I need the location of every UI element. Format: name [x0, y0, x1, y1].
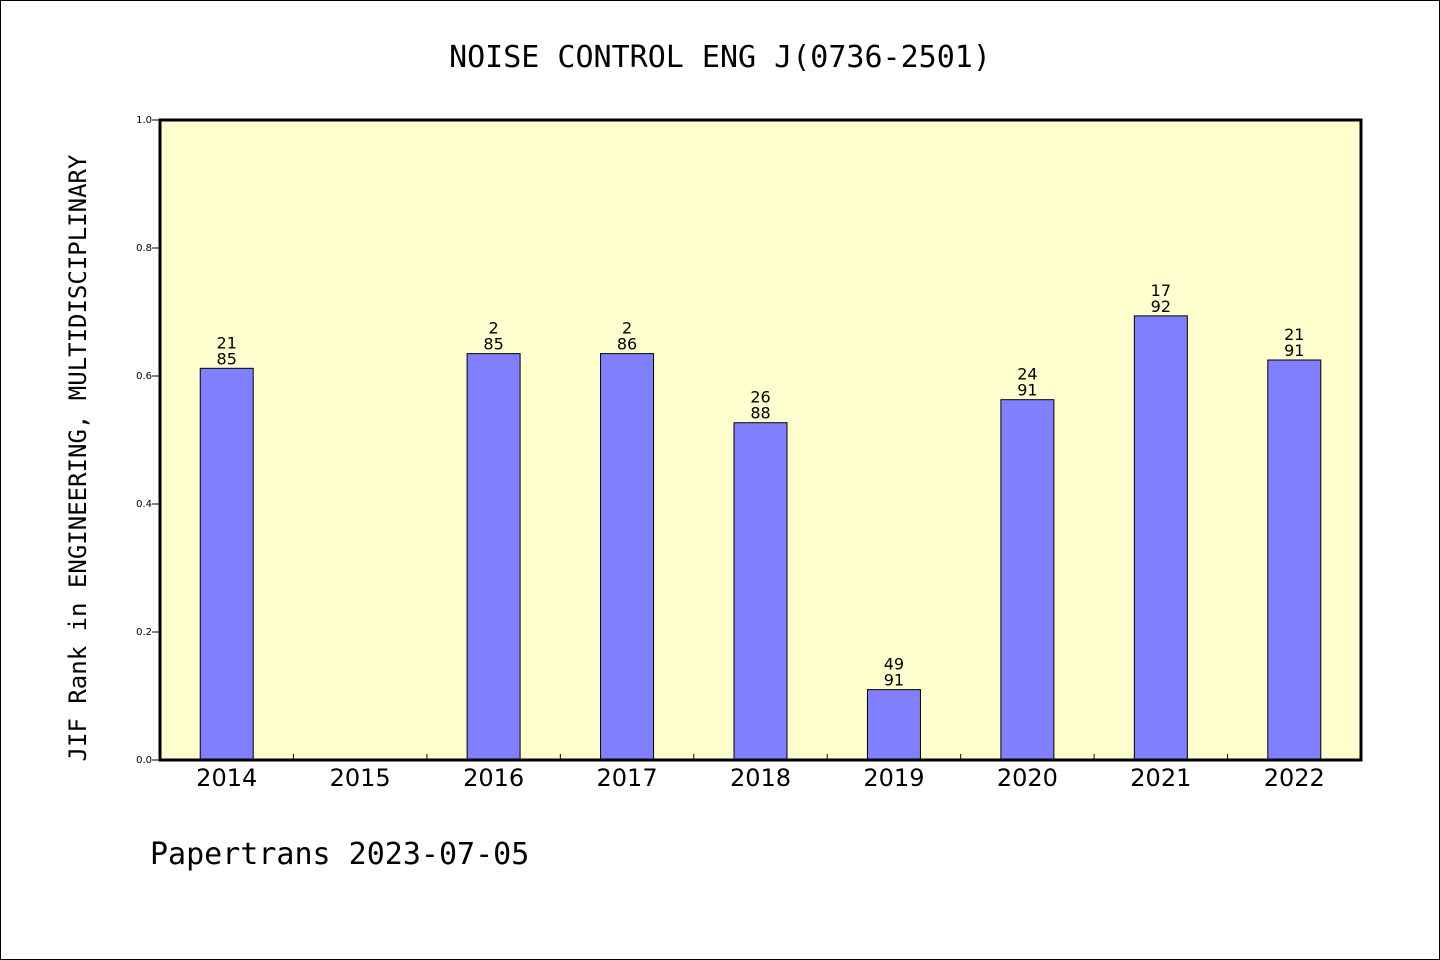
bar-2021 — [1133, 315, 1188, 761]
chart-title: NOISE CONTROL ENG J(0736-2501) — [449, 40, 991, 75]
plot-frame — [158, 118, 1363, 762]
data-label-total: 92 — [1151, 297, 1171, 316]
data-label-rank: 26 — [750, 388, 770, 407]
data-label-total: 91 — [884, 671, 904, 690]
x-tick-label: 2014 — [196, 764, 257, 792]
data-label-rank: 24 — [1017, 365, 1037, 384]
y-axis-label: JIF Rank in ENGINEERING, MULTIDISCIPLINA… — [64, 154, 92, 761]
x-tick-label: 2015 — [330, 764, 391, 792]
data-label-total: 85 — [217, 349, 237, 368]
x-tick-label: 2016 — [463, 764, 524, 792]
y-tick-label: 0.2 — [136, 627, 152, 638]
x-tick-label: 2018 — [730, 764, 791, 792]
x-tick-label: 2017 — [597, 764, 658, 792]
bar-2017 — [600, 353, 655, 761]
y-tick-label: 1.0 — [136, 115, 152, 126]
y-axis: 0.0 0.2 0.4 0.6 0.8 1.0 — [136, 115, 160, 766]
data-label-rank: 17 — [1151, 281, 1171, 300]
data-label-rank: 2 — [622, 319, 632, 338]
data-label-total: 85 — [483, 335, 503, 354]
footer-text: Papertrans 2023-07-05 — [150, 837, 529, 872]
x-tick-label: 2019 — [863, 764, 924, 792]
y-tick-label: 0.0 — [136, 755, 152, 766]
bar-2014 — [199, 367, 254, 761]
bar-2019 — [866, 689, 921, 761]
y-tick-label: 0.4 — [136, 499, 152, 510]
data-label-total: 86 — [617, 335, 637, 354]
data-label-total: 91 — [1284, 341, 1304, 360]
bar-2022 — [1267, 359, 1322, 761]
bars — [199, 315, 1322, 761]
x-tick-label: 2021 — [1130, 764, 1191, 792]
bar-2020 — [1000, 399, 1055, 761]
bar-2018 — [733, 422, 788, 761]
x-tick-label: 2020 — [997, 764, 1058, 792]
data-label-rank: 49 — [884, 655, 904, 674]
y-tick-label: 0.8 — [136, 243, 152, 254]
data-label-total: 88 — [750, 404, 770, 423]
x-axis: 2014 2015 2016 2017 2018 2019 2020 2021 2022 — [196, 754, 1325, 792]
data-label-total: 91 — [1017, 381, 1037, 400]
data-label-rank: 21 — [217, 333, 237, 352]
bar-2016 — [466, 353, 521, 761]
data-label-rank: 21 — [1284, 325, 1304, 344]
data-label-rank: 2 — [489, 319, 499, 338]
x-tick-label: 2022 — [1264, 764, 1325, 792]
y-tick-label: 0.6 — [136, 371, 152, 382]
